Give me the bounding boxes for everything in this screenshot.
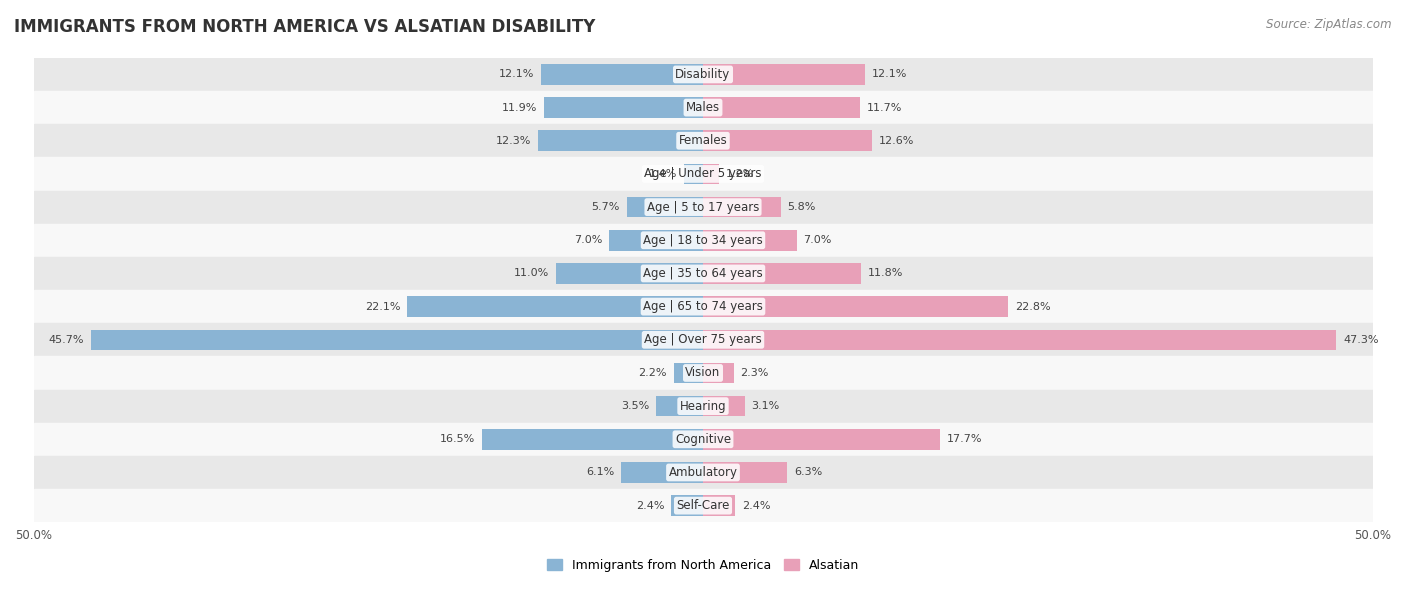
Text: Age | Over 75 years: Age | Over 75 years — [644, 334, 762, 346]
Bar — [703, 396, 745, 416]
Bar — [34, 290, 1372, 323]
Bar — [34, 157, 1372, 190]
Bar — [673, 363, 703, 383]
Bar — [621, 462, 703, 483]
Text: 45.7%: 45.7% — [49, 335, 84, 345]
Text: Females: Females — [679, 134, 727, 147]
Text: Age | Under 5 years: Age | Under 5 years — [644, 168, 762, 181]
Text: 11.7%: 11.7% — [866, 103, 901, 113]
Text: 3.5%: 3.5% — [621, 401, 650, 411]
Text: Source: ZipAtlas.com: Source: ZipAtlas.com — [1267, 18, 1392, 31]
Text: 12.3%: 12.3% — [496, 136, 531, 146]
Bar — [703, 495, 735, 516]
Bar — [34, 456, 1372, 489]
Bar — [34, 190, 1372, 224]
Text: 12.6%: 12.6% — [879, 136, 914, 146]
Bar — [703, 296, 1008, 317]
Text: 1.2%: 1.2% — [725, 169, 754, 179]
Bar — [627, 197, 703, 217]
Bar — [703, 130, 872, 151]
Text: Vision: Vision — [685, 367, 721, 379]
Bar — [34, 257, 1372, 290]
Bar — [685, 163, 703, 184]
Bar — [555, 263, 703, 284]
Bar — [34, 124, 1372, 157]
Bar — [408, 296, 703, 317]
Bar — [34, 423, 1372, 456]
Text: 47.3%: 47.3% — [1343, 335, 1378, 345]
Text: Age | 18 to 34 years: Age | 18 to 34 years — [643, 234, 763, 247]
Text: 16.5%: 16.5% — [440, 435, 475, 444]
Text: Age | 5 to 17 years: Age | 5 to 17 years — [647, 201, 759, 214]
Bar — [703, 363, 734, 383]
Bar — [657, 396, 703, 416]
Bar — [671, 495, 703, 516]
Text: Hearing: Hearing — [679, 400, 727, 412]
Bar — [34, 390, 1372, 423]
Text: 22.1%: 22.1% — [366, 302, 401, 312]
Bar — [91, 329, 703, 350]
Text: Males: Males — [686, 101, 720, 114]
Text: 2.2%: 2.2% — [638, 368, 666, 378]
Text: Cognitive: Cognitive — [675, 433, 731, 446]
Bar — [703, 163, 718, 184]
Text: 5.8%: 5.8% — [787, 202, 815, 212]
Text: Self-Care: Self-Care — [676, 499, 730, 512]
Bar — [609, 230, 703, 250]
Bar — [34, 224, 1372, 257]
Text: 22.8%: 22.8% — [1015, 302, 1050, 312]
Bar — [703, 429, 941, 450]
Bar — [703, 462, 787, 483]
Text: 7.0%: 7.0% — [803, 235, 832, 245]
Bar — [538, 130, 703, 151]
Bar — [703, 97, 859, 118]
Bar — [34, 356, 1372, 390]
Text: 7.0%: 7.0% — [574, 235, 603, 245]
Bar — [703, 64, 865, 84]
Legend: Immigrants from North America, Alsatian: Immigrants from North America, Alsatian — [547, 559, 859, 572]
Text: Age | 35 to 64 years: Age | 35 to 64 years — [643, 267, 763, 280]
Text: 11.9%: 11.9% — [502, 103, 537, 113]
Text: Age | 65 to 74 years: Age | 65 to 74 years — [643, 300, 763, 313]
Text: 12.1%: 12.1% — [872, 69, 907, 80]
Text: 5.7%: 5.7% — [592, 202, 620, 212]
Text: Ambulatory: Ambulatory — [668, 466, 738, 479]
Text: Disability: Disability — [675, 68, 731, 81]
Text: 12.1%: 12.1% — [499, 69, 534, 80]
Bar — [34, 489, 1372, 522]
Bar — [541, 64, 703, 84]
Text: IMMIGRANTS FROM NORTH AMERICA VS ALSATIAN DISABILITY: IMMIGRANTS FROM NORTH AMERICA VS ALSATIA… — [14, 18, 595, 36]
Text: 6.1%: 6.1% — [586, 468, 614, 477]
Text: 11.0%: 11.0% — [513, 269, 548, 278]
Text: 17.7%: 17.7% — [946, 435, 983, 444]
Bar — [703, 263, 860, 284]
Text: 2.4%: 2.4% — [636, 501, 664, 510]
Bar — [482, 429, 703, 450]
Text: 11.8%: 11.8% — [868, 269, 903, 278]
Bar — [703, 329, 1336, 350]
Bar — [34, 58, 1372, 91]
Bar — [703, 230, 797, 250]
Text: 6.3%: 6.3% — [794, 468, 823, 477]
Text: 3.1%: 3.1% — [751, 401, 779, 411]
Bar — [34, 323, 1372, 356]
Text: 1.4%: 1.4% — [650, 169, 678, 179]
Bar — [34, 91, 1372, 124]
Text: 2.4%: 2.4% — [742, 501, 770, 510]
Bar — [544, 97, 703, 118]
Text: 2.3%: 2.3% — [741, 368, 769, 378]
Bar — [703, 197, 780, 217]
